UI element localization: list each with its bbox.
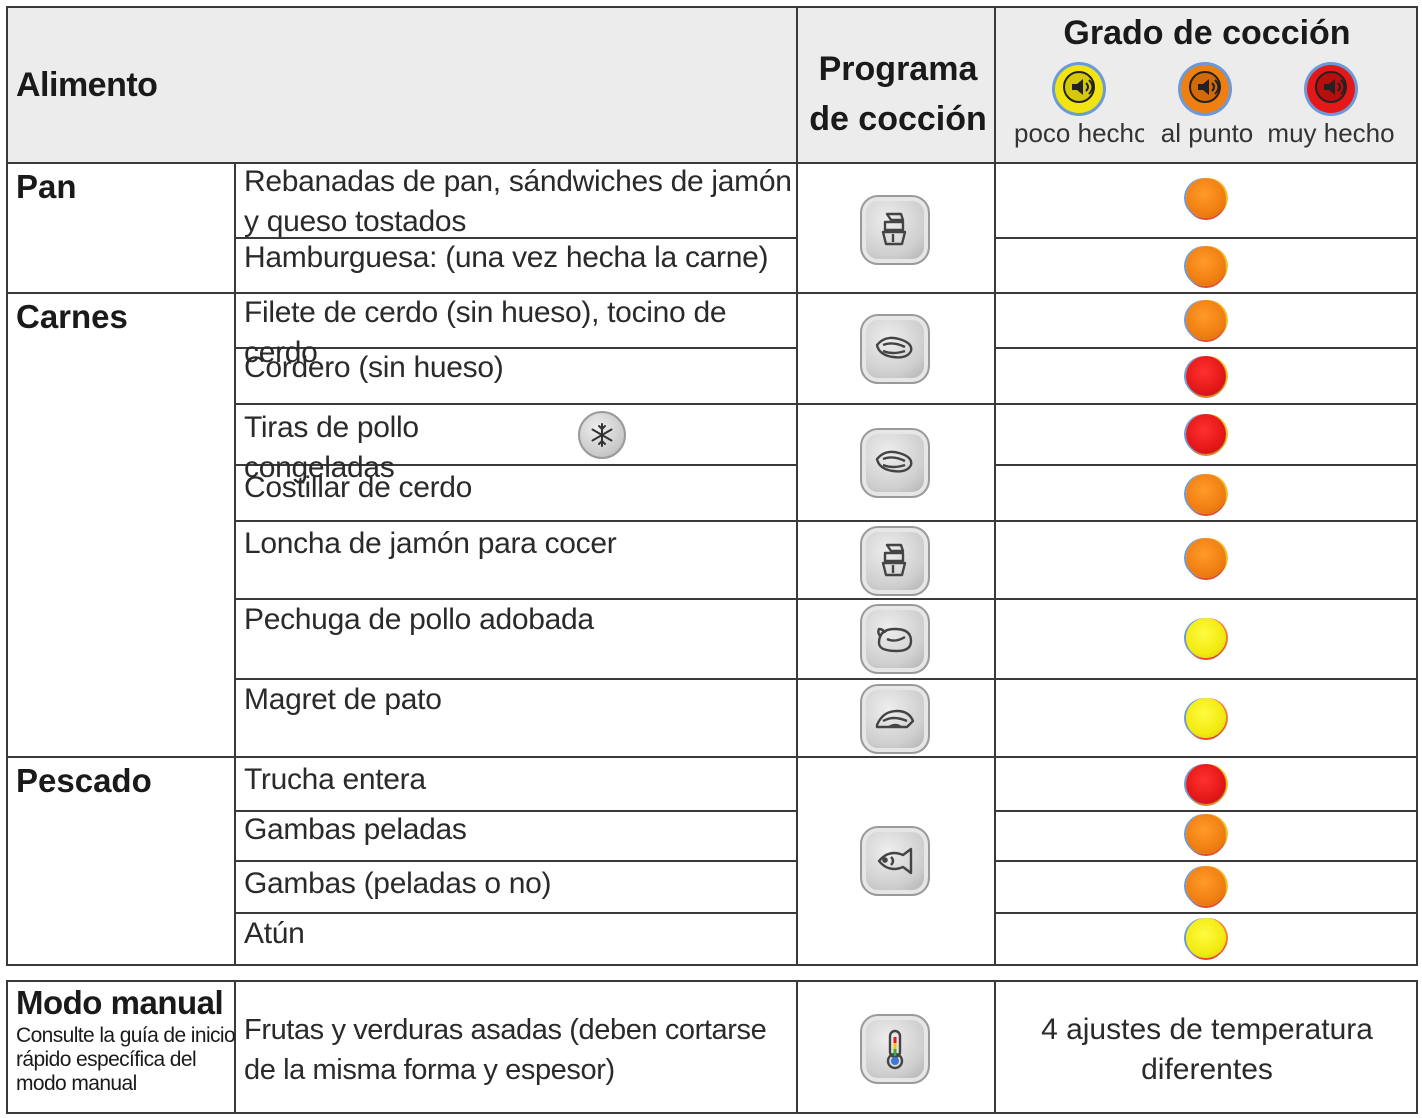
doneness-dot-muy-hecho	[1186, 356, 1226, 396]
meat-program-icon	[860, 314, 930, 384]
programa-line-2: de cocción	[809, 100, 987, 138]
food-item: Hamburguesa: (una vez hecha la carne)	[244, 241, 769, 274]
food-item: Costillar de cerdo	[244, 471, 473, 504]
manual-mode-title: Modo manual	[16, 984, 224, 1021]
level-label-muy-hecho: muy hecho	[1267, 118, 1395, 148]
column-header-programa: Programa de cocción	[800, 44, 996, 144]
doneness-dot-poco-hecho	[1186, 918, 1226, 958]
duck-program-icon	[860, 684, 930, 754]
meat-program-icon	[860, 428, 930, 498]
food-item: Loncha de jamón para cocer	[244, 527, 617, 560]
doneness-dot-muy-hecho	[1186, 414, 1226, 454]
food-item: Trucha entera	[244, 763, 426, 796]
food-item: Filete de cerdo (sin hueso), tocino de c…	[244, 296, 727, 369]
doneness-dot-al-punto	[1186, 178, 1226, 218]
cooking-table: Alimento Programa de cocción Grado de co…	[6, 6, 1418, 966]
muy-hecho-sound-icon	[1302, 60, 1360, 118]
manual-mode-subtitle: Consulte la guía de inicio rápido especí…	[16, 1024, 236, 1095]
level-label-al-punto: al punto	[1160, 118, 1254, 148]
category-pan: Pan	[16, 168, 77, 205]
food-item: Gambas (peladas o no)	[244, 867, 552, 900]
sandwich-program-icon	[860, 526, 930, 596]
food-item: Tiras de pollo congeladas	[244, 411, 419, 484]
food-item: Rebanadas de pan, sándwiches de jamón y …	[244, 165, 792, 238]
programa-line-1: Programa	[818, 50, 978, 88]
manual-temperature-note: 4 ajustes de temperatura diferentes	[1041, 1013, 1373, 1086]
category-pescado: Pescado	[16, 762, 152, 799]
doneness-dot-al-punto	[1186, 866, 1226, 906]
poco-hecho-sound-icon	[1050, 60, 1108, 118]
doneness-dot-al-punto	[1186, 814, 1226, 854]
doneness-dot-al-punto	[1186, 246, 1226, 286]
food-item: Cordero (sin hueso)	[244, 351, 504, 384]
fish-program-icon	[860, 826, 930, 896]
doneness-dot-al-punto	[1186, 474, 1226, 514]
category-carnes: Carnes	[16, 298, 128, 335]
column-header-grado: Grado de cocción	[1063, 14, 1351, 52]
al-punto-sound-icon	[1176, 60, 1234, 118]
poultry-program-icon	[860, 604, 930, 674]
thermometer-program-icon	[860, 1014, 930, 1084]
doneness-dot-al-punto	[1186, 300, 1226, 340]
food-item: Magret de pato	[244, 683, 442, 716]
doneness-dot-poco-hecho	[1186, 698, 1226, 738]
doneness-dot-poco-hecho	[1186, 618, 1226, 658]
sandwich-program-icon	[860, 195, 930, 265]
manual-mode-table: Modo manual Consulte la guía de inicio r…	[6, 980, 1418, 1114]
manual-food-item: Frutas y verduras asadas (deben cortarse…	[244, 1014, 767, 1086]
food-item: Pechuga de pollo adobada	[244, 603, 594, 636]
level-label-poco-hecho: poco hecho	[1014, 118, 1144, 148]
doneness-dot-al-punto	[1186, 538, 1226, 578]
food-item: Gambas peladas	[244, 813, 467, 846]
snowflake-icon	[578, 411, 626, 459]
food-item: Atún	[244, 917, 305, 950]
column-header-alimento: Alimento	[16, 66, 158, 104]
doneness-dot-muy-hecho	[1186, 764, 1226, 804]
